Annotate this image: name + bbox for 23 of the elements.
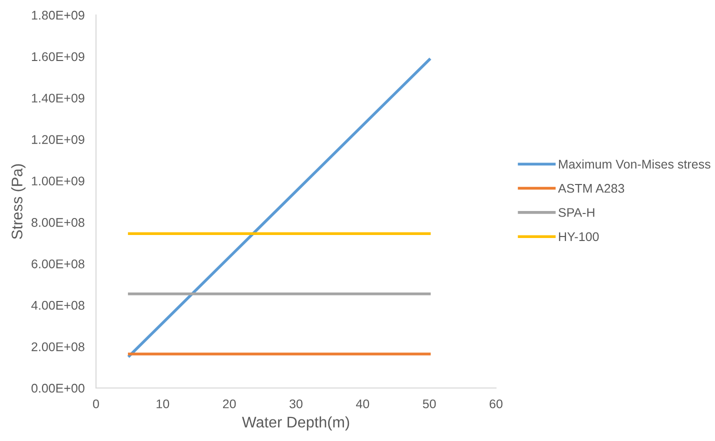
x-tick-label: 20 (223, 399, 236, 408)
y-tick-label: 1.80E+09 (32, 10, 84, 20)
y-axis-title: Stress (Pa) (11, 164, 26, 240)
x-tick-label: 10 (156, 399, 170, 408)
y-tick-label: 1.20E+09 (32, 135, 84, 144)
legend-label: HY-100 (559, 232, 599, 242)
legend-label: ASTM A283 (558, 184, 624, 193)
legend-label: Maximum Von-Mises stress (559, 159, 710, 169)
x-tick-label: 30 (290, 399, 302, 408)
x-tick-label: 40 (356, 399, 370, 408)
y-tick-label: 4.00E+08 (31, 300, 84, 310)
y-tick-label: 8.00E+08 (32, 218, 84, 227)
y-tick-label: 0.00E+00 (32, 384, 84, 393)
y-tick-label: 1.40E+09 (32, 94, 84, 103)
x-tick-label: 50 (422, 399, 436, 408)
y-tick-label: 1.00E+09 (32, 176, 84, 186)
y-tick-label: 6.00E+08 (32, 259, 84, 268)
y-tick-label: 2.00E+08 (32, 342, 84, 352)
x-tick-label: 0 (93, 399, 99, 408)
x-axis-title: Water Depth(m) (242, 416, 350, 431)
y-tick-label: 1.60E+09 (32, 52, 84, 62)
x-tick-label: 60 (490, 399, 502, 408)
legend-label: SPA-H (558, 208, 594, 217)
